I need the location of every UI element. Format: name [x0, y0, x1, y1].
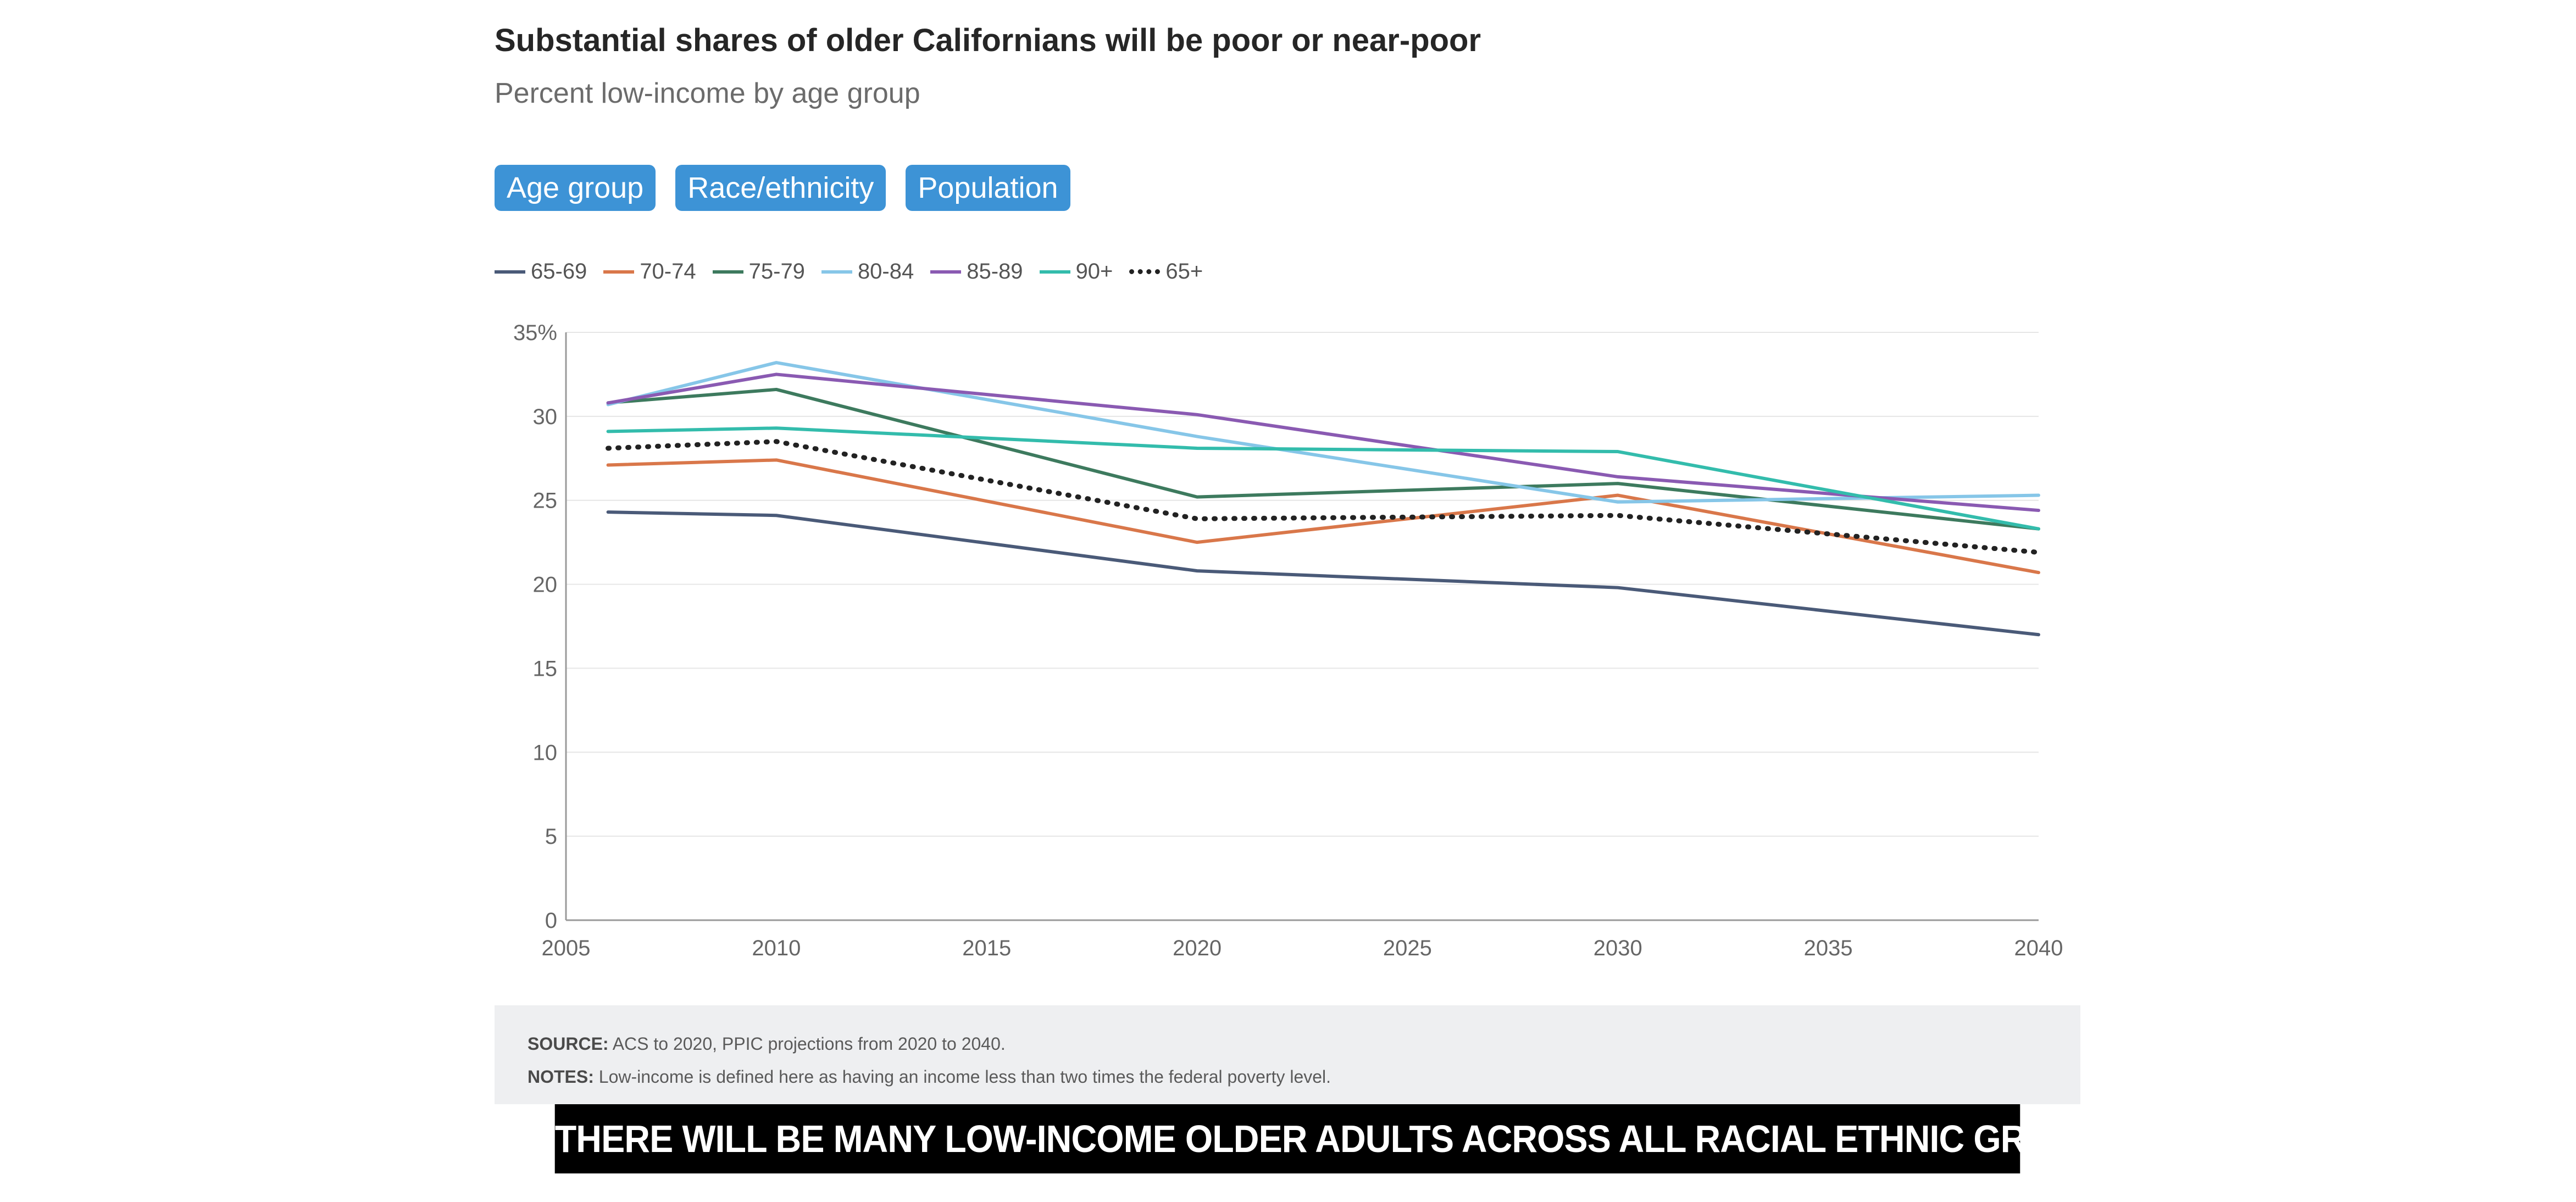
chart-title: Substantial shares of older Californians…: [495, 23, 1481, 58]
notes-text: Low-income is defined here as having an …: [598, 1067, 1331, 1087]
series-line-90: [606, 426, 2040, 531]
series-line-70-74: [606, 458, 2040, 575]
chart-legend: 65-69 70-74 75-79 80-84 85-89 90+ 65+: [495, 259, 1203, 284]
x-tick-label: 2005: [542, 936, 591, 960]
source-text: ACS to 2020, PPIC projections from 2020 …: [612, 1034, 1006, 1054]
y-tick-label: 20: [533, 573, 558, 597]
x-tick-label: 2020: [1173, 936, 1222, 960]
y-tick-label: 25: [533, 489, 558, 513]
legend-label: 90+: [1075, 259, 1113, 283]
legend-swatch: [1129, 269, 1161, 274]
series-line-65: [606, 439, 2041, 555]
legend-swatch: [930, 270, 962, 274]
y-tick-label: 5: [545, 825, 557, 849]
y-tick-label: 10: [533, 741, 558, 765]
chart-subtitle: Percent low-income by age group: [495, 77, 920, 109]
legend-item: 85-89: [930, 259, 1023, 284]
legend-item: 65-69: [495, 259, 587, 284]
legend-item: 70-74: [603, 259, 696, 284]
legend-item: 65+: [1129, 259, 1203, 284]
y-tick-label: 30: [533, 405, 558, 429]
tab-race-ethnicity[interactable]: Race/ethnicity: [675, 165, 886, 211]
legend-label: 85-89: [967, 259, 1023, 283]
x-tick-label: 2015: [962, 936, 1011, 960]
tab-population[interactable]: Population: [906, 165, 1070, 211]
legend-item: 75-79: [712, 259, 805, 284]
legend-label: 80-84: [857, 259, 914, 283]
legend-item: 80-84: [821, 259, 914, 284]
tab-age-group[interactable]: Age group: [495, 165, 656, 211]
y-tick-label: 0: [545, 909, 557, 933]
legend-label: 65-69: [531, 259, 587, 283]
series-line-85-89: [606, 372, 2040, 513]
x-tick-label: 2030: [1594, 936, 1642, 960]
x-tick-label: 2035: [1804, 936, 1853, 960]
caption-banner: THERE WILL BE MANY LOW-INCOME OLDER ADUL…: [554, 1104, 2125, 1173]
legend-label: 75-79: [748, 259, 805, 283]
view-tabs: Age group Race/ethnicity Population: [495, 165, 1070, 211]
legend-swatch: [821, 270, 852, 274]
x-tick-label: 2040: [2014, 936, 2063, 960]
y-tick-label: 15: [533, 656, 558, 681]
notes-note: NOTES: Low-income is defined here as hav…: [528, 1067, 1331, 1087]
chart-panel: Substantial shares of older Californians…: [495, 0, 2125, 1202]
notes-box: SOURCE: ACS to 2020, PPIC projections fr…: [495, 1005, 2080, 1104]
y-tick-label: 35%: [513, 321, 557, 345]
legend-swatch: [712, 270, 743, 274]
series-line-65-69: [606, 510, 2040, 637]
legend-swatch: [603, 270, 635, 274]
source-note: SOURCE: ACS to 2020, PPIC projections fr…: [528, 1034, 1006, 1054]
notes-label: NOTES:: [528, 1067, 594, 1087]
series-line-80-84: [606, 361, 2040, 504]
x-tick-label: 2025: [1383, 936, 1432, 960]
legend-swatch: [495, 270, 525, 274]
series-line-75-79: [606, 387, 2040, 531]
legend-label: 65+: [1165, 259, 1203, 283]
legend-item: 90+: [1039, 259, 1113, 284]
source-label: SOURCE:: [528, 1034, 609, 1054]
legend-swatch: [1039, 270, 1070, 274]
legend-label: 70-74: [640, 259, 696, 283]
x-tick-label: 2010: [752, 936, 801, 960]
